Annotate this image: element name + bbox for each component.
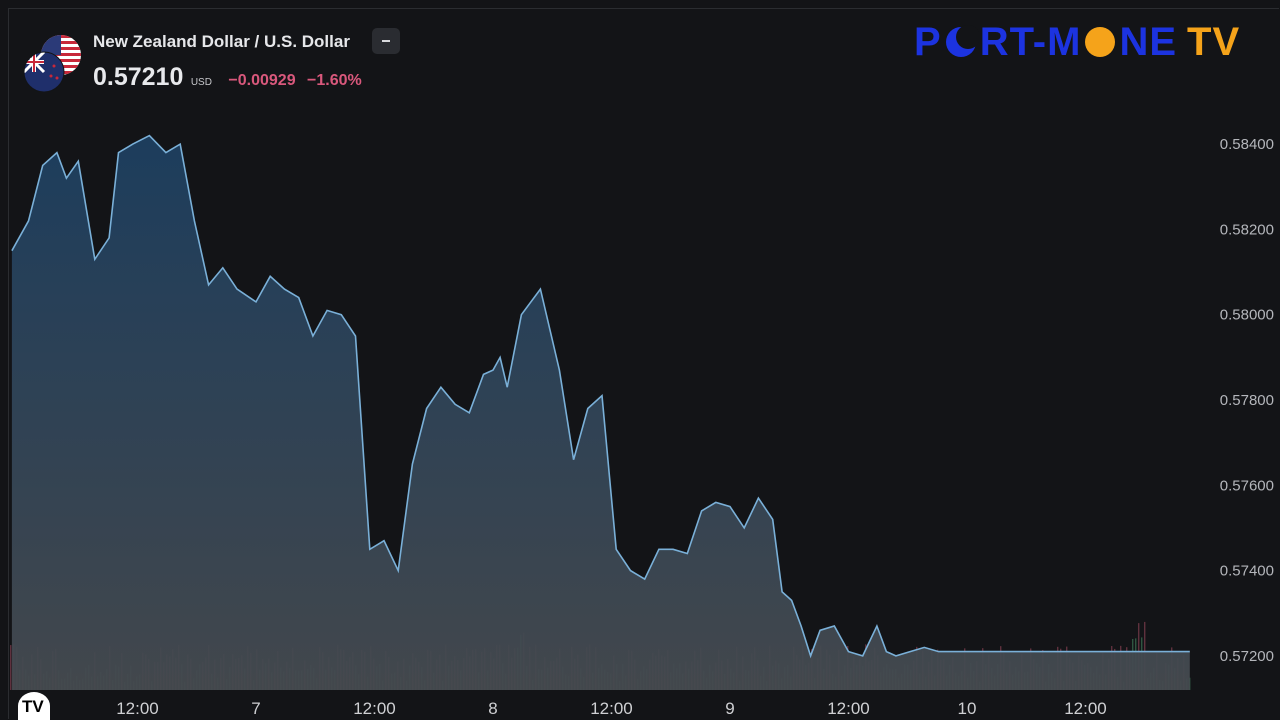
x-tick-label: 7 bbox=[251, 699, 260, 718]
price-change-percent: −1.60% bbox=[307, 72, 362, 89]
price-area bbox=[11, 135, 1190, 691]
last-price: 0.57210 bbox=[93, 63, 184, 91]
currency-label: USD bbox=[190, 77, 212, 88]
tradingview-logo-icon[interactable]: TV bbox=[18, 692, 50, 720]
brand-part-3: NE bbox=[1119, 20, 1178, 64]
x-axis: 12:00 7 12:00 8 12:00 9 12:00 10 12:00 bbox=[116, 699, 1107, 718]
y-tick-label: 0.57600 bbox=[1220, 477, 1274, 494]
y-tick-label: 0.58200 bbox=[1220, 221, 1274, 238]
brand-sun-icon bbox=[1085, 27, 1116, 57]
brand-moon-icon bbox=[945, 25, 979, 57]
brand-part-1: P bbox=[914, 20, 942, 64]
collapse-button[interactable] bbox=[372, 28, 400, 54]
tradingview-logo-text: TV bbox=[22, 697, 44, 716]
x-tick-label: 12:00 bbox=[353, 699, 396, 718]
y-tick-label: 0.57800 bbox=[1220, 392, 1274, 409]
volume-bar bbox=[10, 645, 12, 690]
price-change: −0.00929 bbox=[228, 72, 296, 89]
x-tick-label: 12:00 bbox=[827, 699, 870, 718]
y-axis: 0.58400 0.58200 0.58000 0.57800 0.57600 0.574… bbox=[1220, 136, 1274, 665]
brand-part-2: RT-M bbox=[979, 20, 1082, 64]
x-tick-label: 12:00 bbox=[590, 699, 633, 718]
nzd-usd-flags-icon bbox=[24, 35, 81, 92]
x-tick-label: 8 bbox=[488, 699, 497, 718]
brand-tv: TV bbox=[1187, 20, 1241, 64]
x-tick-label: 10 bbox=[958, 699, 977, 718]
brand-logo: P RT-M NE TV bbox=[914, 20, 1240, 65]
price-line bbox=[11, 134, 1190, 659]
symbol-title[interactable]: New Zealand Dollar / U.S. Dollar bbox=[93, 32, 350, 51]
price-row: 0.57210 USD −0.00929 −1.60% bbox=[93, 63, 362, 92]
x-tick-label: 12:00 bbox=[116, 699, 159, 718]
y-tick-label: 0.57200 bbox=[1220, 648, 1274, 665]
x-tick-label: 9 bbox=[725, 699, 734, 718]
y-tick-label: 0.58400 bbox=[1220, 136, 1274, 153]
x-tick-label: 12:00 bbox=[1064, 699, 1107, 718]
y-tick-label: 0.57400 bbox=[1220, 563, 1274, 580]
y-tick-label: 0.58000 bbox=[1220, 307, 1274, 324]
